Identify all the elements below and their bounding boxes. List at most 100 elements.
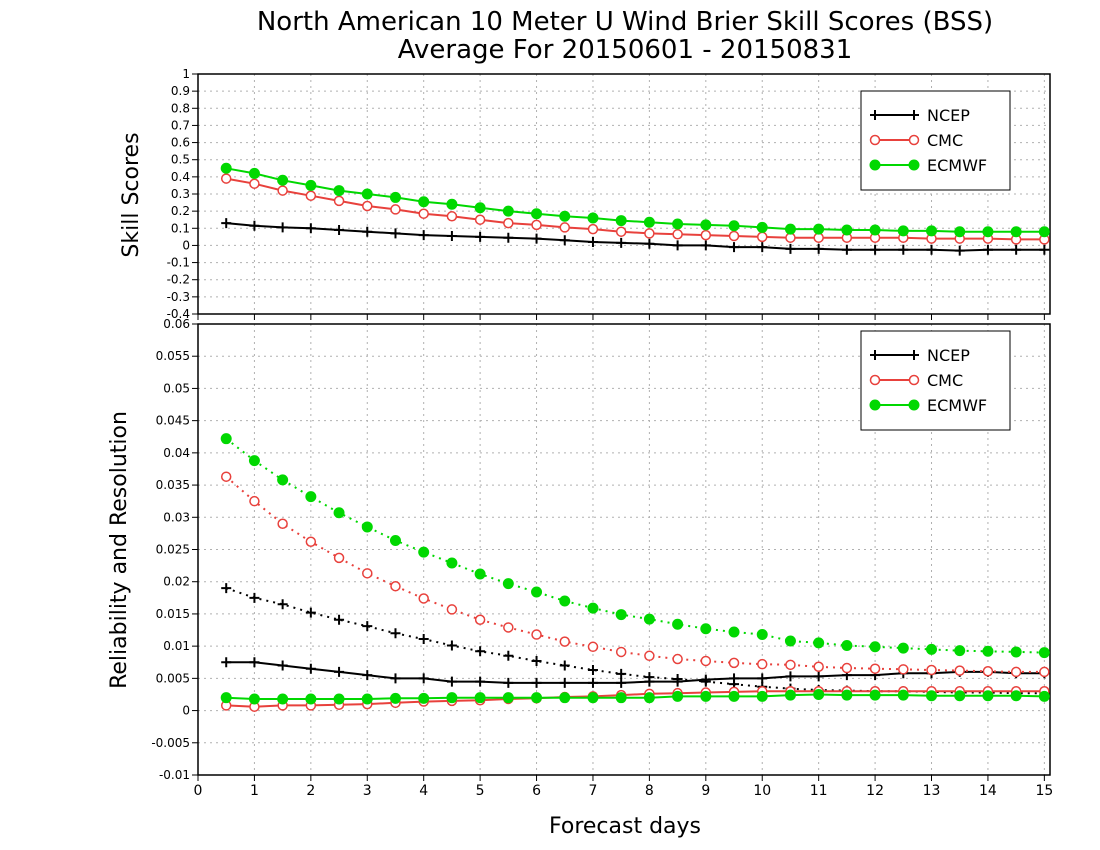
data-point-ecmwf-reliability bbox=[361, 693, 373, 705]
data-point-cmc-resolution bbox=[305, 536, 317, 548]
data-point-ecmwf-reliability bbox=[700, 690, 712, 702]
data-point-ecmwf-resolution bbox=[756, 629, 768, 641]
data-point-ncep-reliability bbox=[531, 677, 542, 688]
data-point-ncep bbox=[729, 242, 740, 253]
y-tick-label: 0.025 bbox=[156, 543, 190, 557]
data-point-ncep-resolution bbox=[475, 646, 486, 657]
data-point-ncep bbox=[954, 245, 965, 256]
data-point-ecmwf bbox=[813, 223, 825, 235]
data-point-cmc bbox=[474, 214, 486, 225]
data-point-ecmwf-resolution bbox=[446, 557, 458, 569]
data-point-ecmwf-resolution bbox=[728, 626, 740, 638]
data-point-cmc-resolution bbox=[926, 664, 937, 676]
data-point-ncep bbox=[700, 240, 711, 251]
legend-marker bbox=[908, 399, 920, 411]
data-point-ecmwf bbox=[841, 224, 853, 236]
data-point-cmc-resolution bbox=[474, 614, 486, 625]
y-tick-label: 0.015 bbox=[156, 607, 190, 621]
data-point-cmc-resolution bbox=[728, 657, 740, 669]
plot-frame bbox=[197, 323, 1051, 776]
data-point-ecmwf-reliability bbox=[672, 690, 684, 702]
data-point-ncep-reliability bbox=[390, 673, 401, 684]
series-line-cmc-resolution bbox=[225, 475, 1045, 673]
data-point-ncep bbox=[390, 228, 401, 239]
data-point-ncep-resolution bbox=[503, 650, 514, 661]
data-point-ecmwf-resolution bbox=[784, 635, 796, 647]
data-point-cmc bbox=[644, 228, 655, 239]
data-point-cmc-resolution bbox=[615, 646, 627, 658]
data-point-ncep-resolution bbox=[531, 655, 542, 666]
data-point-ecmwf-reliability bbox=[559, 692, 571, 704]
data-point-ncep bbox=[418, 230, 429, 241]
data-point-ecmwf bbox=[954, 226, 966, 238]
data-point-ncep-reliability bbox=[305, 663, 316, 674]
y-tick-label: 0.8 bbox=[171, 101, 190, 115]
data-point-cmc-resolution bbox=[531, 629, 542, 640]
data-point-ncep bbox=[249, 220, 260, 231]
data-point-ecmwf bbox=[531, 208, 543, 220]
legend-marker bbox=[870, 350, 880, 360]
x-tick-label: 1 bbox=[250, 783, 259, 799]
data-point-ncep-resolution bbox=[221, 583, 232, 594]
data-point-cmc bbox=[249, 178, 260, 189]
data-point-ecmwf-reliability bbox=[643, 692, 655, 704]
y-tick-label: -0.2 bbox=[167, 273, 190, 287]
data-point-ecmwf-reliability bbox=[474, 692, 486, 704]
data-point-ecmwf-resolution bbox=[587, 602, 599, 614]
data-point-ecmwf-reliability bbox=[1010, 690, 1022, 702]
data-point-cmc bbox=[728, 230, 740, 242]
data-point-ncep bbox=[305, 223, 316, 234]
data-point-ecmwf-reliability bbox=[756, 690, 768, 702]
data-point-cmc-resolution bbox=[446, 604, 458, 615]
data-point-cmc-resolution bbox=[841, 662, 853, 674]
x-tick-label: 3 bbox=[363, 783, 372, 799]
data-point-ecmwf-reliability bbox=[1038, 690, 1050, 702]
y-tick-label: 0.5 bbox=[171, 153, 190, 167]
data-point-ecmwf-resolution bbox=[277, 474, 289, 486]
data-point-ecmwf bbox=[305, 179, 317, 191]
x-tick-label: 2 bbox=[306, 783, 315, 799]
data-point-ncep bbox=[616, 237, 627, 248]
data-point-cmc-resolution bbox=[587, 641, 599, 653]
data-point-ncep-resolution bbox=[362, 621, 373, 632]
data-point-ecmwf-resolution bbox=[700, 623, 712, 635]
series-line-ncep-resolution bbox=[225, 587, 1045, 695]
data-point-ncep-resolution bbox=[334, 614, 345, 625]
data-point-ncep bbox=[813, 243, 824, 254]
y-tick-label: 0.1 bbox=[171, 221, 190, 235]
data-point-ncep-reliability bbox=[587, 677, 598, 688]
data-point-ecmwf bbox=[615, 215, 627, 227]
data-point-ecmwf bbox=[277, 174, 289, 186]
data-point-ncep bbox=[757, 242, 768, 253]
y-tick-label: 0.005 bbox=[156, 671, 190, 685]
data-point-ecmwf-reliability bbox=[446, 692, 458, 704]
data-point-ecmwf-resolution bbox=[305, 491, 317, 503]
data-point-ecmwf-reliability bbox=[728, 690, 740, 702]
data-point-ecmwf bbox=[333, 185, 345, 197]
data-point-ncep bbox=[1039, 244, 1050, 255]
data-point-ecmwf bbox=[361, 188, 373, 200]
data-point-ncep-reliability bbox=[446, 676, 457, 687]
data-point-cmc-resolution bbox=[672, 653, 683, 665]
data-point-ncep bbox=[644, 238, 655, 249]
legend-label: ECMWF bbox=[927, 156, 987, 175]
x-tick-label: 14 bbox=[979, 783, 997, 799]
data-point-ncep-resolution bbox=[305, 607, 316, 618]
data-point-ncep bbox=[672, 240, 683, 251]
data-point-cmc-resolution bbox=[503, 622, 514, 633]
data-point-ecmwf-reliability bbox=[897, 689, 909, 701]
data-point-cmc-resolution bbox=[954, 665, 965, 676]
x-tick-label: 15 bbox=[1035, 783, 1053, 799]
y-axis-label: Skill Scores bbox=[119, 132, 144, 257]
data-point-ncep-resolution bbox=[559, 660, 570, 671]
data-point-cmc bbox=[418, 208, 429, 219]
data-point-ncep-reliability bbox=[249, 657, 260, 668]
x-tick-label: 5 bbox=[476, 783, 485, 799]
data-point-ncep-reliability bbox=[334, 666, 345, 677]
data-point-ncep-reliability bbox=[813, 671, 824, 682]
data-point-ecmwf-resolution bbox=[361, 521, 373, 533]
data-point-cmc bbox=[446, 211, 458, 222]
data-point-ncep bbox=[503, 232, 514, 243]
y-tick-label: 0.4 bbox=[171, 170, 190, 184]
